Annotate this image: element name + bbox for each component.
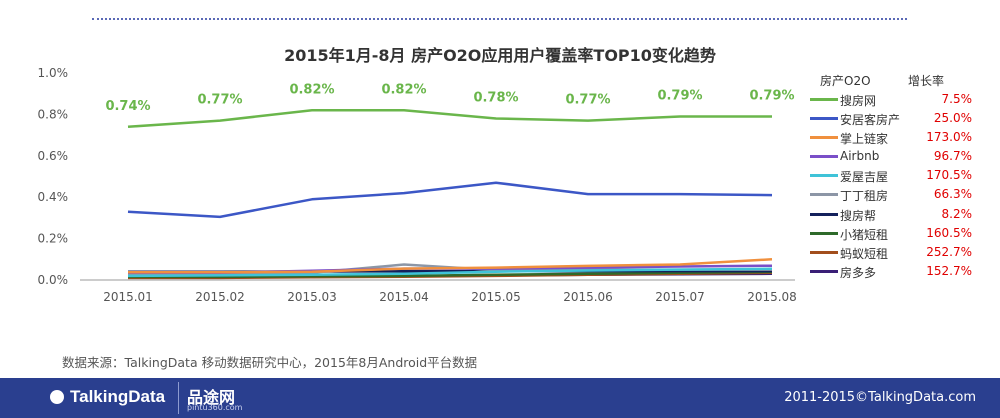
x-tick-label: 2015.06 [563,290,613,304]
legend-item: 掌上链家 173.0% [810,128,980,147]
legend-growth-rate: 252.7% [926,244,972,259]
data-label: 0.78% [473,91,518,106]
legend-series-name: 安居客房产 [840,113,901,128]
chart-title: 2015年1月-8月 房产O2O应用用户覆盖率TOP10变化趋势 [284,46,716,65]
data-label: 0.79% [657,88,702,103]
data-label: 0.82% [289,82,334,97]
y-tick-label: 0.8% [38,107,69,121]
legend-growth-rate: 96.7% [933,149,972,164]
legend-header-growth: 增长率 [908,74,945,88]
y-tick-label: 0.6% [38,149,69,163]
legend-item: Airbnb 96.7% [810,147,980,166]
series-layer [127,109,773,280]
data-label: 0.82% [381,82,426,97]
legend-item: 搜房网 7.5% [810,90,980,109]
legend-item: 搜房帮 8.2% [810,205,980,224]
legend-growth-rate: 170.5% [926,168,972,183]
legend-series-name: Airbnb [840,149,880,164]
footer-bar: TalkingData 品途网 pintu360.com 2011-2015©T… [0,378,1000,418]
legend-series-name: 搜房网 [840,94,877,108]
legend-item: 小猪短租 160.5% [810,224,980,243]
legend-series-name: 搜房帮 [840,208,877,223]
legend-swatch [810,98,838,101]
legend-header-name: 房产O2O [820,74,871,88]
legend-series-name: 蚂蚁短租 [840,246,889,261]
legend-item: 房多多 152.7% [810,262,980,281]
legend-swatch [810,250,838,254]
x-tick-label: 2015.03 [287,290,337,304]
y-tick-label: 0.4% [38,190,69,204]
legend-growth-rate: 7.5% [941,92,973,106]
legend-swatch [810,117,838,121]
talkingdata-logo: TalkingData [50,387,165,407]
data-label: 0.79% [749,88,794,103]
chart-axes: 1.0% 0.8% 0.6% 0.4% 0.2% 0.0% 2015.01 2015.02 20… [38,66,797,304]
series-line-掌上链家 [128,258,773,274]
top-dotted-divider [92,18,907,20]
legend-growth-rate: 8.2% [941,206,973,221]
legend-swatch [810,231,838,235]
data-label: 0.77% [197,93,242,108]
legend-swatch [810,212,838,216]
logo-text: TalkingData [70,387,166,406]
data-label: 0.77% [565,93,610,108]
legend-growth-rate: 173.0% [926,130,972,145]
x-tick-label: 2015.07 [655,290,705,304]
legend-item: 爱屋吉屋 170.5% [810,166,980,185]
legend-item: 蚂蚁短租 252.7% [810,243,980,262]
copyright-text: 2011-2015©TalkingData.com [784,390,976,405]
legend-swatch [810,174,838,178]
legend-swatch [810,269,838,273]
partner-logo-cn: 品途网 [187,388,236,407]
partner-logo: 品途网 pintu360.com [178,382,243,414]
source-note: 数据来源：TalkingData 移动数据研究中心，2015年8月Android… [62,355,478,370]
x-tick-label: 2015.08 [747,290,797,304]
data-labels-layer: 0.74% 0.77% 0.82% 0.82% 0.78% 0.77% 0.79% 0.79% [105,82,794,114]
legend-growth-rate: 152.7% [926,263,972,278]
x-tick-label: 2015.01 [103,290,153,304]
legend-header: 房产O2O 增长率 [810,72,980,90]
series-line-安居客房产 [127,181,773,219]
partner-logo-en: pintu360.com [187,403,243,412]
legend-rows: 搜房网 7.5% 安居客房产 25.0% 掌上链家 173.0% Airbnb 96.7% 爱屋… [810,90,980,281]
y-tick-label: 0.0% [38,273,69,287]
legend-swatch [810,136,838,140]
x-tick-label: 2015.05 [471,290,521,304]
x-tick-label: 2015.04 [379,290,429,304]
series-line-小猪短租 [128,270,773,279]
legend-series-name: 房多多 [840,265,877,280]
y-tick-label: 0.2% [38,232,69,246]
legend-growth-rate: 66.3% [933,187,972,202]
legend-swatch [810,193,838,197]
legend-series-name: 爱屋吉屋 [840,170,889,185]
data-label: 0.74% [105,99,150,114]
legend: 房产O2O 增长率 搜房网 7.5% 安居客房产 25.0% 掌上链家 173.0% Air… [810,72,980,281]
legend-growth-rate: 160.5% [926,225,972,240]
legend-series-name: 丁丁租房 [840,189,889,204]
legend-series-name: 小猪短租 [840,227,889,242]
legend-growth-rate: 25.0% [933,111,972,126]
x-tick-label: 2015.02 [195,290,245,304]
legend-swatch [810,155,838,159]
series-line-搜房网 [127,109,772,129]
legend-item: 安居客房产 25.0% [810,109,980,128]
series-line-爱屋吉屋 [127,267,773,278]
logo-circle-icon [50,390,64,404]
y-tick-label: 1.0% [38,66,69,80]
legend-item: 丁丁租房 66.3% [810,185,980,204]
legend-series-name: 掌上链家 [840,132,889,147]
